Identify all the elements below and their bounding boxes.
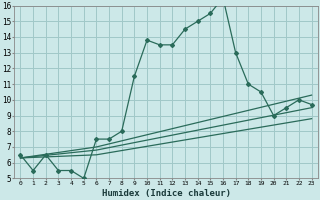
X-axis label: Humidex (Indice chaleur): Humidex (Indice chaleur) <box>101 189 230 198</box>
